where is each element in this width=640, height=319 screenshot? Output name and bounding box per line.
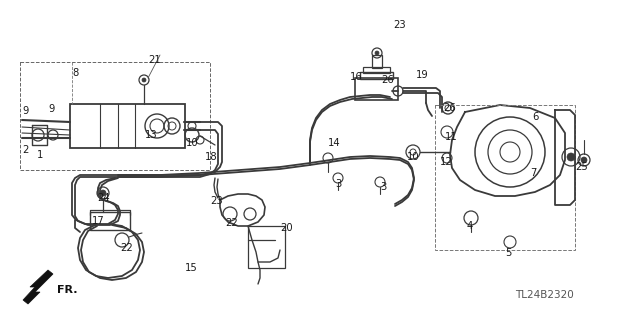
Text: 21: 21 [148,55,161,65]
Text: 19: 19 [416,70,429,80]
Text: 26: 26 [381,75,394,85]
Text: 22: 22 [225,218,237,228]
Text: 7: 7 [530,168,536,178]
Text: 5: 5 [505,248,511,258]
Bar [435,105,575,250]
Text: 13: 13 [145,130,157,140]
Text: 6: 6 [532,112,538,122]
Text: TL24B2320: TL24B2320 [515,290,573,300]
Bar [360,72,393,79]
Circle shape [567,153,575,161]
Text: 23: 23 [210,196,223,206]
Circle shape [581,157,587,163]
Text: 16: 16 [350,72,363,82]
Bar [363,67,390,73]
Bar [248,226,285,268]
Text: 20: 20 [280,223,292,233]
Circle shape [375,51,379,55]
Circle shape [100,190,106,196]
Text: 1: 1 [37,150,44,160]
Text: 15: 15 [185,263,198,273]
Text: 8: 8 [72,68,78,78]
Text: 3: 3 [335,179,341,189]
Text: 23: 23 [393,20,406,30]
Text: 12: 12 [440,157,452,167]
Text: 11: 11 [445,132,458,142]
Text: 17: 17 [92,216,105,226]
Text: 25: 25 [575,162,588,172]
Text: 2: 2 [22,145,28,155]
Bar [70,104,185,148]
Text: 10: 10 [407,152,420,162]
Text: 9: 9 [48,104,54,114]
Text: 18: 18 [205,152,218,162]
Text: 10: 10 [186,138,198,148]
Circle shape [142,78,146,82]
Bar [372,55,382,68]
Bar [20,62,210,170]
Bar [355,78,398,100]
Polygon shape [23,270,53,304]
Text: 3: 3 [380,182,387,192]
Text: 14: 14 [328,138,340,148]
Text: 26: 26 [443,103,456,113]
Bar [90,212,130,230]
Text: FR.: FR. [57,285,77,295]
Text: 22: 22 [120,243,132,253]
Text: 9: 9 [22,106,28,116]
Text: 4: 4 [467,221,473,231]
Text: 24: 24 [97,193,109,203]
